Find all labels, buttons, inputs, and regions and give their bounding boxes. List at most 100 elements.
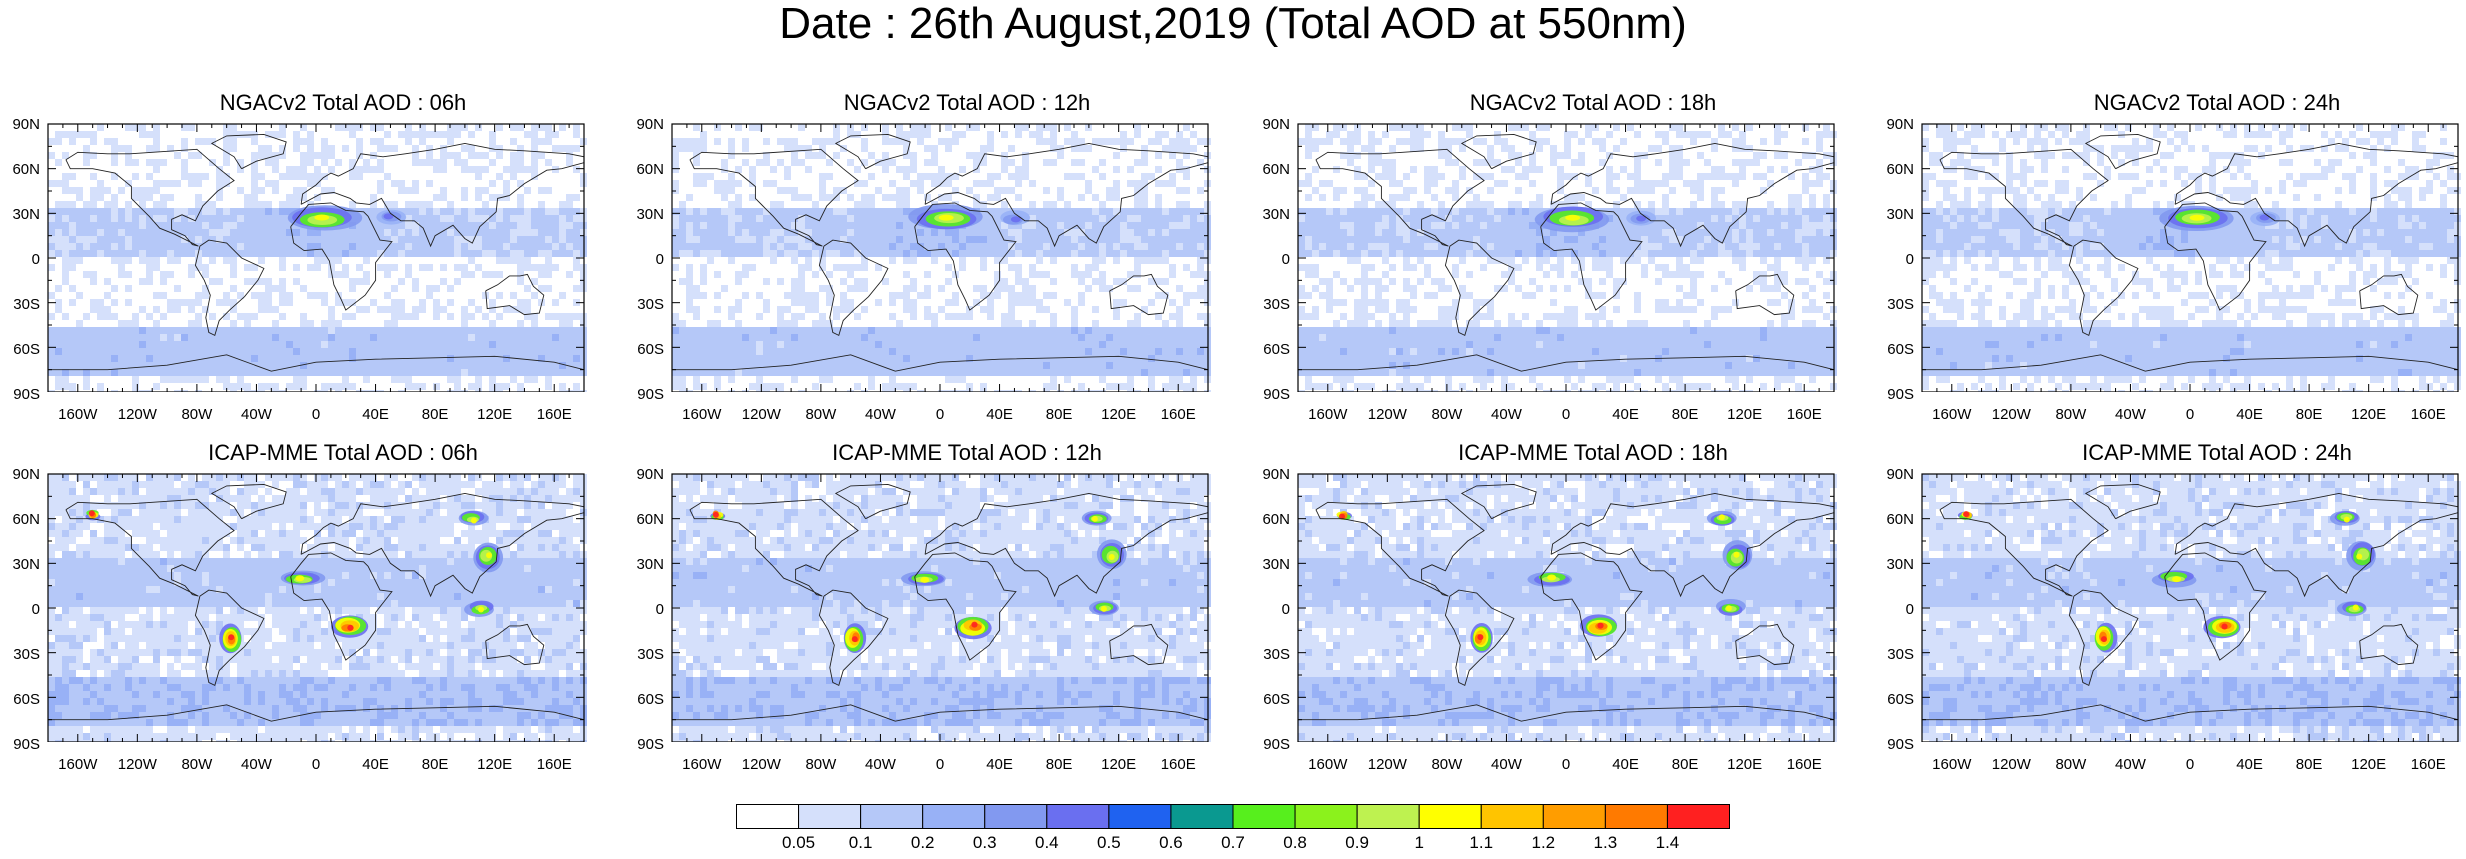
aod-cell [349, 362, 356, 369]
aod-cell [321, 236, 328, 243]
aod-cell [55, 285, 62, 292]
aod-cell [1417, 320, 1424, 327]
aod-cell [1725, 208, 1732, 215]
aod-cell [202, 229, 209, 236]
aod-cell [503, 215, 510, 222]
aod-cell [1732, 159, 1739, 166]
aod-cell [1340, 313, 1347, 320]
aod-cell [167, 362, 174, 369]
aod-cell [118, 257, 125, 264]
aod-cell [889, 341, 896, 348]
aod-cell [391, 362, 398, 369]
aod-cell [1155, 334, 1162, 341]
aod-cell [377, 180, 384, 187]
aod-cell [398, 250, 405, 257]
aod-cell [461, 145, 468, 152]
aod-cell [1515, 285, 1522, 292]
aod-cell [76, 243, 83, 250]
aod-cell [237, 376, 244, 383]
aod-hotspot-sahara-dust [939, 215, 954, 221]
aod-cell [209, 236, 216, 243]
aod-cell [125, 334, 132, 341]
aod-cell [146, 194, 153, 201]
aod-cell [784, 250, 791, 257]
aod-cell [798, 341, 805, 348]
aod-cell [1176, 341, 1183, 348]
aod-cell [1739, 201, 1746, 208]
aod-cell [1127, 215, 1134, 222]
aod-cell [861, 306, 868, 313]
aod-cell [1071, 369, 1078, 376]
aod-cell [167, 334, 174, 341]
aod-cell [728, 215, 735, 222]
aod-cell [1064, 138, 1071, 145]
aod-cell [90, 299, 97, 306]
aod-cell [1802, 257, 1809, 264]
aod-cell [433, 348, 440, 355]
aod-cell [97, 243, 104, 250]
aod-cell [1403, 327, 1410, 334]
aod-cell [1141, 173, 1148, 180]
aod-cell [1795, 229, 1802, 236]
aod-cell [1410, 236, 1417, 243]
aod-cell [1162, 208, 1169, 215]
aod-cell [223, 362, 230, 369]
aod-cell [1333, 166, 1340, 173]
aod-cell [1487, 187, 1494, 194]
aod-cell [1431, 278, 1438, 285]
aod-cell [1001, 285, 1008, 292]
aod-cell [1452, 215, 1459, 222]
aod-cell [1148, 355, 1155, 362]
aod-cell [524, 306, 531, 313]
aod-cell [279, 313, 286, 320]
aod-cell [496, 222, 503, 229]
aod-cell [188, 271, 195, 278]
aod-cell [62, 173, 69, 180]
aod-cell [840, 306, 847, 313]
aod-cell [1606, 187, 1613, 194]
aod-cell [286, 236, 293, 243]
aod-cell [566, 159, 573, 166]
aod-cell [1718, 208, 1725, 215]
aod-cell [1375, 299, 1382, 306]
aod-cell [531, 152, 538, 159]
aod-cell [174, 341, 181, 348]
aod-cell [1781, 229, 1788, 236]
aod-cell [146, 145, 153, 152]
aod-cell [791, 243, 798, 250]
aod-cell [1127, 243, 1134, 250]
aod-cell [328, 236, 335, 243]
aod-cell [216, 341, 223, 348]
aod-cell [1078, 355, 1085, 362]
aod-cell [1134, 180, 1141, 187]
aod-cell [405, 348, 412, 355]
aod-cell [293, 138, 300, 145]
aod-cell [714, 215, 721, 222]
aod-cell [384, 173, 391, 180]
aod-cell [1550, 250, 1557, 257]
aod-cell [398, 243, 405, 250]
aod-cell [1494, 320, 1501, 327]
aod-cell [1015, 131, 1022, 138]
aod-cell [328, 327, 335, 334]
aod-cell [1543, 124, 1550, 131]
aod-cell [1155, 208, 1162, 215]
aod-cell [728, 334, 735, 341]
aod-cell [693, 292, 700, 299]
aod-cell [237, 334, 244, 341]
aod-cell [300, 236, 307, 243]
aod-cell [875, 348, 882, 355]
aod-cell [1431, 292, 1438, 299]
aod-cell [1438, 131, 1445, 138]
aod-cell [714, 292, 721, 299]
aod-cell [1169, 334, 1176, 341]
aod-cell [1036, 250, 1043, 257]
aod-cell [349, 348, 356, 355]
aod-cell [1050, 383, 1057, 390]
aod-cell [1197, 222, 1204, 229]
aod-cell [1746, 250, 1753, 257]
aod-cell [1113, 236, 1120, 243]
aod-cell [370, 334, 377, 341]
aod-cell [777, 306, 784, 313]
aod-cell [1445, 159, 1452, 166]
